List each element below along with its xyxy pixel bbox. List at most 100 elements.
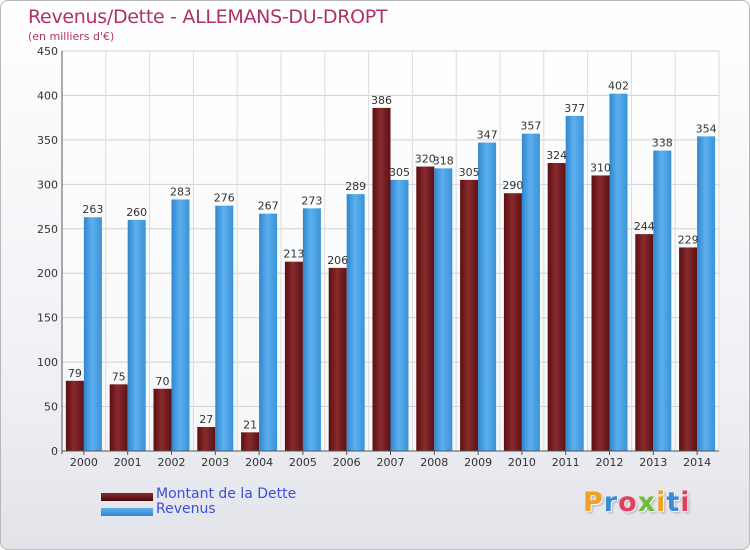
y-tick-label: 0 <box>51 445 58 458</box>
legend-label-revenus: Revenus <box>156 501 216 517</box>
data-label-dette: 27 <box>199 413 213 426</box>
bar-dette <box>591 175 610 451</box>
bar-revenus <box>259 213 278 451</box>
data-label-revenus: 338 <box>652 137 673 150</box>
bar-revenus <box>434 168 453 452</box>
bar-revenus <box>83 217 102 451</box>
data-label-dette: 70 <box>156 375 170 388</box>
bar-dette <box>679 247 698 451</box>
logo-letter: P <box>583 487 604 518</box>
x-tick-label: 2014 <box>683 456 711 469</box>
data-label-dette: 21 <box>243 418 257 431</box>
bar-dette <box>197 427 216 451</box>
y-tick-label: 150 <box>37 312 58 325</box>
y-tick-label: 350 <box>37 134 58 147</box>
bar-revenus <box>390 179 409 451</box>
data-label-revenus: 283 <box>170 185 191 198</box>
logo-letter: x <box>637 487 657 518</box>
x-tick-label: 2012 <box>596 456 624 469</box>
x-tick-label: 2005 <box>289 456 317 469</box>
x-tick-label: 2007 <box>377 456 405 469</box>
y-tick-label: 400 <box>37 89 58 102</box>
x-tick-label: 2008 <box>420 456 448 469</box>
data-label-revenus: 347 <box>477 129 498 142</box>
data-label-revenus: 276 <box>214 192 235 205</box>
data-label-dette: 244 <box>634 220 655 233</box>
data-label-dette: 290 <box>502 179 523 192</box>
x-tick-label: 2013 <box>639 456 667 469</box>
bar-dette <box>109 384 128 451</box>
bar-revenus <box>565 115 584 451</box>
x-tick-label: 2000 <box>70 456 98 469</box>
logo-letter: o <box>618 487 638 518</box>
bar-revenus <box>215 205 234 451</box>
bar-dette <box>503 193 522 451</box>
y-tick-label: 250 <box>37 223 58 236</box>
data-label-dette: 310 <box>590 161 611 174</box>
bar-revenus <box>697 136 716 452</box>
data-label-dette: 324 <box>546 149 567 162</box>
logo-letter: t <box>666 487 681 518</box>
x-tick-label: 2009 <box>464 456 492 469</box>
data-label-revenus: 402 <box>608 80 629 93</box>
bar-dette <box>241 432 260 451</box>
bar-dette <box>328 267 347 451</box>
chart-subtitle: (en milliers d'€) <box>28 30 115 43</box>
data-label-dette: 79 <box>68 367 82 380</box>
logo-letter: r <box>603 487 619 518</box>
logo-letter: i <box>680 487 691 518</box>
bar-dette <box>460 179 479 451</box>
y-tick-label: 450 <box>37 45 58 58</box>
bar-dette <box>547 163 566 451</box>
legend-swatch-dette <box>101 493 153 501</box>
bar-revenus <box>302 208 321 451</box>
bar-revenus <box>127 219 146 451</box>
data-label-dette: 213 <box>283 248 304 261</box>
y-tick-label: 200 <box>37 267 58 280</box>
x-tick-label: 2001 <box>114 456 142 469</box>
data-label-revenus: 318 <box>433 154 454 167</box>
data-label-revenus: 289 <box>345 180 366 193</box>
bar-dette <box>65 380 84 451</box>
chart-title: Revenus/Dette - ALLEMANS-DU-DROPT <box>28 6 388 28</box>
bar-dette <box>284 261 303 451</box>
y-tick-label: 300 <box>37 178 58 191</box>
bar-dette <box>372 107 391 451</box>
bar-dette <box>416 166 435 452</box>
bar-revenus <box>653 150 672 452</box>
data-label-dette: 305 <box>459 166 480 179</box>
legend-label-dette: Montant de la Dette <box>156 486 297 502</box>
x-tick-label: 2010 <box>508 456 536 469</box>
data-label-revenus: 357 <box>520 120 541 133</box>
data-label-dette: 206 <box>327 254 348 267</box>
logo-letter: i <box>656 487 667 518</box>
data-label-revenus: 273 <box>301 194 322 207</box>
legend-swatch-revenus <box>101 508 153 516</box>
data-label-revenus: 354 <box>696 122 717 135</box>
y-tick-label: 50 <box>44 401 58 414</box>
data-label-dette: 229 <box>678 233 699 246</box>
data-label-revenus: 377 <box>564 102 585 115</box>
data-label-revenus: 267 <box>258 200 279 213</box>
bar-revenus <box>478 142 497 452</box>
proxiti-logo: Proxiti <box>583 487 691 518</box>
data-label-revenus: 263 <box>82 203 103 216</box>
bar-revenus <box>609 93 628 452</box>
x-tick-label: 2003 <box>201 456 229 469</box>
bar-revenus <box>521 133 540 451</box>
y-tick-label: 100 <box>37 356 58 369</box>
data-label-dette: 75 <box>112 370 126 383</box>
data-label-dette: 320 <box>415 153 436 166</box>
bar-revenus <box>171 199 190 451</box>
bar-dette <box>635 234 654 451</box>
x-tick-label: 2011 <box>552 456 580 469</box>
bar-revenus <box>346 194 365 451</box>
data-label-dette: 386 <box>371 94 392 107</box>
x-tick-label: 2004 <box>245 456 273 469</box>
x-tick-label: 2006 <box>333 456 361 469</box>
x-tick-label: 2002 <box>158 456 186 469</box>
data-label-revenus: 260 <box>126 206 147 219</box>
data-label-revenus: 305 <box>389 166 410 179</box>
